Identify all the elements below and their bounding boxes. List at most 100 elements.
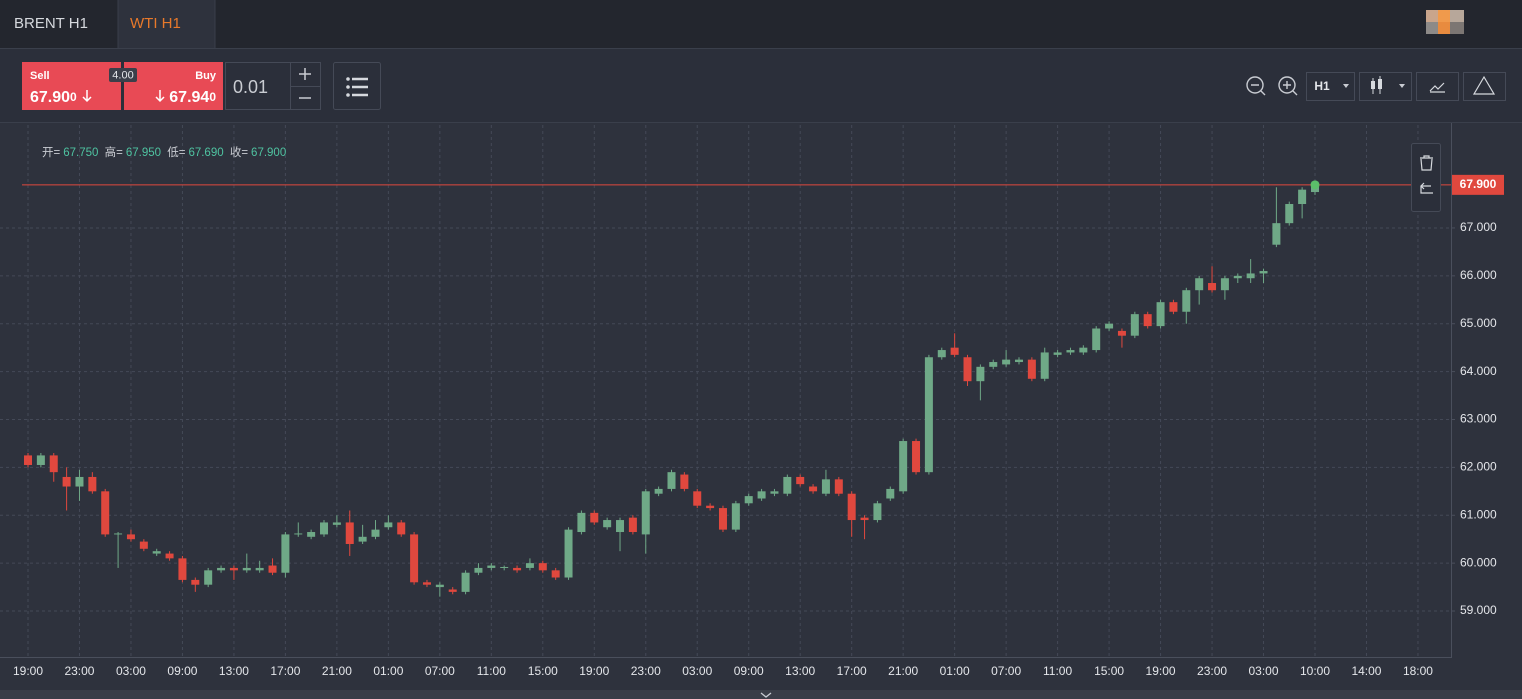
candle-body (1066, 350, 1075, 353)
candle-body (1014, 359, 1023, 363)
candle-body (821, 479, 830, 494)
zoom-out[interactable] (1246, 76, 1266, 96)
candle-body (101, 491, 110, 535)
candle-body (1156, 302, 1165, 327)
indicators-button[interactable] (1416, 72, 1459, 101)
candle-body (899, 441, 908, 492)
sell-button[interactable] (22, 62, 121, 110)
candle-body (744, 496, 753, 504)
candle-body (1220, 278, 1229, 291)
y-tick-label: 63.000 (1460, 412, 1497, 426)
candle-body (332, 522, 341, 525)
candle-body (36, 455, 45, 465)
candle-body (628, 517, 637, 533)
x-tick-label: 17:00 (837, 664, 867, 678)
candle-body (448, 589, 457, 592)
y-tick-label: 60.000 (1460, 555, 1497, 569)
candle-body (152, 551, 161, 554)
candle-body (937, 350, 946, 358)
candle-body (950, 347, 959, 355)
candle-body (641, 491, 650, 535)
candle-body (487, 565, 496, 568)
candle-body (1259, 271, 1268, 274)
candle-body (49, 455, 58, 473)
zoom-in[interactable] (1278, 76, 1298, 96)
y-tick-label: 62.000 (1460, 460, 1497, 474)
price-tag-label: 67.900 (1460, 177, 1497, 191)
x-tick-label: 11:00 (477, 664, 506, 678)
candle-body (1117, 330, 1126, 336)
tab[interactable]: BRENT H1 (14, 15, 88, 32)
y-tick-label: 66.000 (1460, 268, 1497, 282)
chart-area (0, 123, 1522, 690)
candle-body (191, 579, 200, 585)
candle-body (422, 582, 431, 585)
candle-body (461, 572, 470, 592)
candle-body (718, 508, 727, 530)
candle-body (590, 512, 599, 523)
active-tab[interactable] (118, 0, 215, 48)
candle-body (783, 476, 792, 494)
candle-body (924, 357, 933, 473)
candle-body (345, 522, 354, 544)
buy-button[interactable] (124, 62, 223, 110)
increase-button[interactable] (299, 68, 311, 80)
candle-body (1208, 283, 1217, 291)
candle-body (912, 441, 921, 473)
x-tick-label: 14:00 (1351, 664, 1381, 678)
x-tick-label: 09:00 (167, 664, 197, 678)
candle-body (178, 558, 187, 580)
candle-body (976, 366, 985, 382)
candle-body (1002, 359, 1011, 365)
grid: 59.000 60.000 61.000 62.000 63.000 64.000 65.0… (0, 125, 1497, 678)
tab[interactable]: WTI H1 (130, 15, 181, 32)
candle-body (1298, 189, 1307, 205)
delete-button[interactable] (1420, 155, 1433, 171)
candle-body (1105, 323, 1114, 329)
candle-body (564, 529, 573, 578)
candle-body (1079, 347, 1088, 353)
x-tick-label: 23:00 (1197, 664, 1227, 678)
expand-button[interactable] (760, 692, 772, 698)
undo-button[interactable] (1420, 182, 1433, 194)
candle-body (88, 476, 97, 492)
candle-body (126, 534, 135, 540)
candle-body (873, 503, 882, 521)
x-tick-label: 19:00 (579, 664, 609, 678)
candle-body (513, 567, 522, 571)
candle-body (397, 522, 406, 535)
candle-body (255, 567, 264, 571)
candle-body (410, 534, 419, 583)
candle-body (847, 493, 856, 521)
x-tick-label: 15:00 (1094, 664, 1124, 678)
ohlc-info: 开= 67.750 高= 67.950 低= 67.690 收= 67.900 (42, 145, 286, 159)
sell-price: 67.900 (30, 89, 77, 106)
y-tick-label: 67.000 (1460, 220, 1497, 234)
candle-body (1182, 290, 1191, 312)
candle-body (1092, 328, 1101, 351)
candle-body (435, 584, 444, 588)
candle-body (165, 553, 174, 559)
x-tick-label: 19:00 (1146, 664, 1176, 678)
menu-icon (352, 77, 368, 97)
lot-value[interactable]: 0.01 (233, 77, 268, 97)
candle-body (204, 570, 213, 585)
candle-body (1169, 302, 1178, 312)
candle-body (320, 522, 329, 535)
candle-body (1233, 275, 1242, 279)
chart-type-select[interactable] (1359, 72, 1412, 101)
candle-body (474, 567, 483, 573)
candle-body (693, 491, 702, 506)
x-tick-label: 09:00 (734, 664, 764, 678)
candle-body (229, 567, 238, 571)
candle-body (667, 472, 676, 489)
candle-body (1195, 278, 1204, 291)
candle-body (294, 533, 303, 535)
buy-arrow (155, 90, 165, 103)
candle-body (242, 567, 251, 571)
x-tick-label: 07:00 (425, 664, 455, 678)
candle-body (1272, 223, 1281, 245)
x-tick-label: 11:00 (1043, 664, 1072, 678)
bottom-bar (0, 690, 1522, 699)
x-tick-label: 21:00 (322, 664, 352, 678)
